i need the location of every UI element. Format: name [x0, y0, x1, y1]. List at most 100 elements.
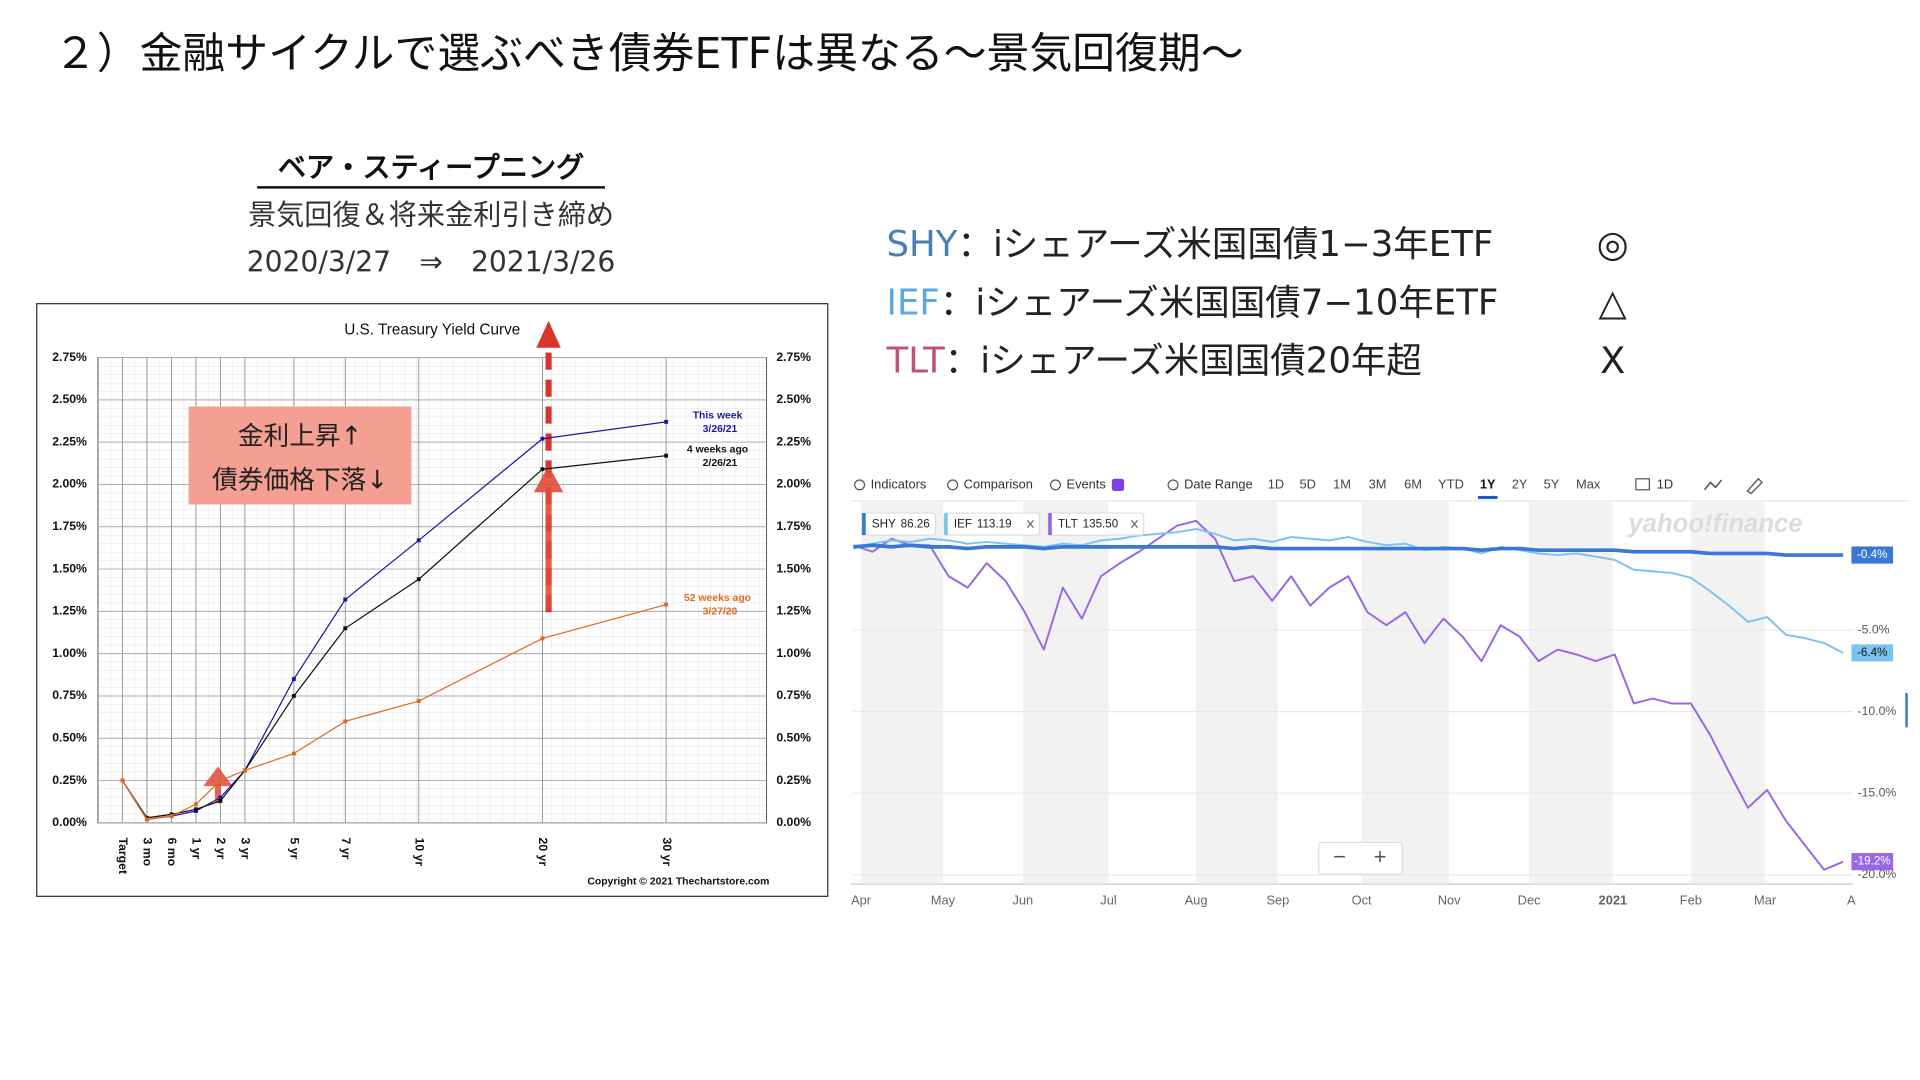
series-label: This week — [693, 410, 743, 421]
range-button[interactable]: 3M — [1369, 476, 1387, 491]
toolbar-icon — [1167, 479, 1179, 491]
legend-entry: TLT 135.50 — [1058, 518, 1119, 531]
x-tick-label: A — [1847, 893, 1856, 908]
interval-icon — [1635, 478, 1650, 491]
legend-price: 113.19 — [977, 518, 1012, 531]
range-button[interactable]: Max — [1576, 476, 1601, 491]
series-line — [853, 519, 1844, 871]
point — [416, 538, 421, 543]
y2-tick-label: 0.00% — [776, 815, 811, 829]
legend-close — [1026, 520, 1034, 529]
y-tick-label: 2.25% — [52, 434, 87, 448]
x-tick-label: Aug — [1185, 893, 1208, 908]
zoom-box — [1318, 841, 1403, 875]
y-tick-label: 1.50% — [52, 561, 87, 575]
toolbar-button[interactable]: Indicators — [871, 476, 927, 491]
y2-tick-label: 1.75% — [776, 519, 811, 533]
range-button[interactable]: 1Y — [1480, 476, 1496, 491]
point — [169, 814, 174, 819]
zoom-out[interactable]: − — [1333, 844, 1346, 869]
zoom-in[interactable]: + — [1374, 844, 1387, 869]
point — [416, 577, 421, 582]
point — [218, 798, 223, 803]
toolbar-button[interactable]: Events — [1067, 476, 1106, 491]
draw-icon — [1746, 477, 1763, 495]
range-button[interactable]: 5D — [1300, 476, 1316, 491]
point — [540, 467, 545, 472]
y2-tick-label: 2.00% — [776, 477, 811, 491]
point — [343, 597, 348, 602]
point — [120, 778, 125, 783]
logo: yahoo!finance — [1626, 510, 1802, 538]
legend-price: 135.50 — [1083, 518, 1119, 531]
y-tick-label: 0.00% — [52, 815, 87, 829]
range-button[interactable]: 6M — [1404, 476, 1422, 491]
range-button[interactable]: 1M — [1333, 476, 1351, 491]
x-tick-label: Sep — [1266, 893, 1289, 908]
month-band — [1361, 502, 1450, 883]
range-active — [1477, 495, 1498, 499]
legend-entry: SHY 86.26 — [872, 518, 930, 531]
x-tick-label: 1 yr — [190, 838, 204, 860]
range-button[interactable]: 1D — [1268, 476, 1284, 491]
legend-swatch — [944, 513, 948, 536]
point — [193, 807, 198, 812]
slide-title: ２）金融サイクルで選ぶべき債券ETFは異なる〜景気回復期〜 — [54, 29, 1244, 79]
heading: ベア・スティープニング — [278, 151, 584, 184]
point — [144, 817, 149, 822]
point — [193, 802, 198, 807]
etf-entry: SHY：iシェアーズ米国国債1−3年ETF — [887, 224, 1494, 265]
y-tick-label: 0.25% — [52, 773, 87, 787]
point — [540, 436, 545, 441]
legend-swatch — [1048, 513, 1052, 536]
y2-tick-label: 0.25% — [776, 773, 811, 787]
y-tick-label: 0.50% — [52, 730, 87, 744]
legend-name: SHY — [872, 518, 896, 531]
x-tick-label: Oct — [1352, 893, 1372, 908]
toolbar-button[interactable]: Date Range — [1184, 476, 1253, 491]
etf-desc: ：iシェアーズ米国国債20年超 — [945, 340, 1422, 381]
month-band — [861, 502, 943, 883]
interval-button[interactable]: 1D — [1657, 476, 1673, 491]
x-tick-label: May — [931, 893, 956, 908]
etf-ticker: SHY — [887, 224, 958, 265]
range-button[interactable]: YTD — [1438, 476, 1464, 491]
point — [540, 636, 545, 641]
x-tick-label: 3 mo — [141, 838, 155, 867]
etf-ticker: TLT — [886, 340, 946, 381]
y-tick-label: 2.75% — [52, 350, 87, 364]
annotation-box — [188, 406, 412, 505]
toolbar-button[interactable]: Comparison — [964, 476, 1033, 491]
series-line — [853, 543, 1844, 557]
y-tick-label: 2.00% — [52, 477, 87, 491]
x-tick-label: 30 yr — [660, 838, 674, 867]
range-button[interactable]: 5Y — [1544, 476, 1560, 491]
y-tick-label: 1.00% — [52, 646, 87, 660]
arrow-head — [203, 766, 233, 787]
copyright: Copyright © 2021 Thechartstore.com — [587, 876, 769, 887]
y-tick-label: -15.0% — [1858, 785, 1897, 799]
end-label: -6.4% — [1857, 646, 1887, 659]
chart-title: U.S. Treasury Yield Curve — [344, 322, 520, 339]
legend-name: TLT — [1058, 518, 1078, 531]
point — [343, 719, 348, 724]
end-label: -0.4% — [1857, 548, 1887, 561]
toolbar-icon — [1050, 479, 1062, 491]
events-icon — [1111, 478, 1125, 492]
y-tick-label: -5.0% — [1858, 622, 1890, 636]
legend-chip[interactable] — [1047, 512, 1145, 536]
legend-entry: IEF 113.19 — [954, 518, 1012, 531]
x-tick-label: Jul — [1100, 893, 1116, 908]
etf-mark: △ — [1599, 281, 1628, 324]
toolbar-icon — [947, 479, 959, 491]
range-button[interactable]: 2Y — [1512, 476, 1528, 491]
y-tick-label: 2.50% — [52, 392, 87, 406]
end-label-box — [1851, 853, 1894, 871]
x-tick-label: 7 yr — [339, 838, 353, 860]
etf-entry: IEF：iシェアーズ米国国債7−10年ETF — [887, 282, 1499, 323]
x-tick-label: Dec — [1518, 893, 1541, 908]
x-tick-label: 5 yr — [288, 838, 302, 860]
y2-tick-label: 2.25% — [776, 434, 811, 448]
